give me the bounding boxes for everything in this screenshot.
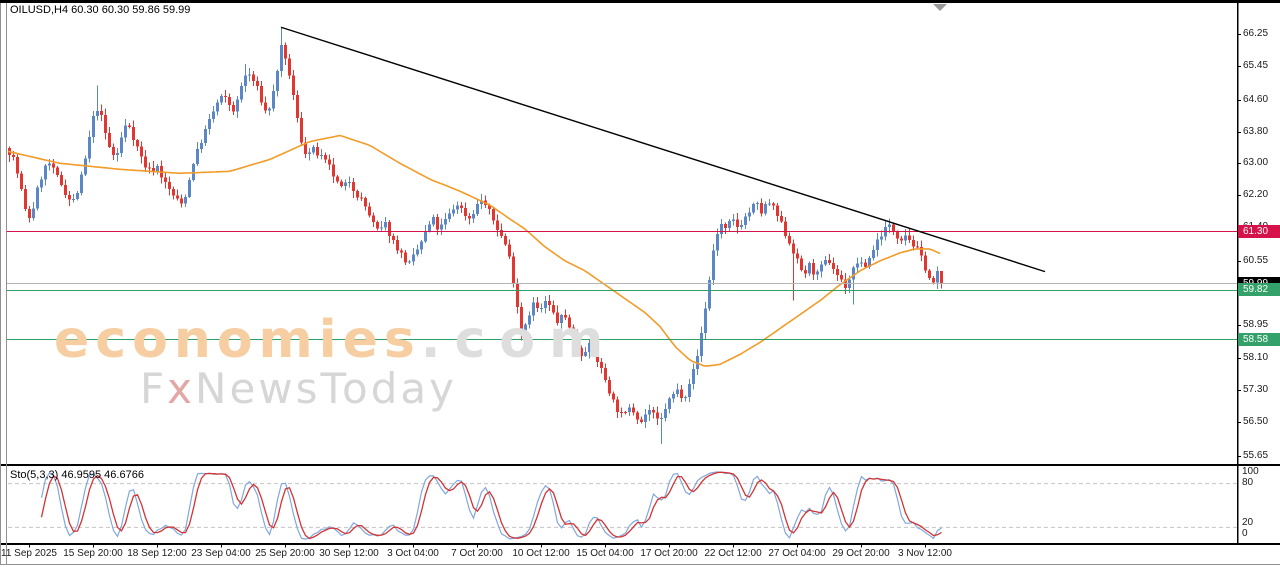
stochastic-panel [8, 471, 1237, 540]
price-tick: 62.20 [1243, 189, 1269, 201]
scroll-shift-marker-icon [933, 4, 947, 11]
chart-symbol-title: OILUSD,H4 60.30 60.30 59.86 59.99 [10, 4, 191, 16]
date-tick: 3 Nov 12:00 [898, 548, 952, 559]
price-tick: 56.50 [1243, 416, 1269, 428]
support-price-badge-lower: 58.58 [1238, 332, 1280, 346]
date-tick: 11 Sep 2025 [1, 548, 57, 559]
date-tick: 15 Sep 20:00 [63, 548, 123, 559]
stoch-level-label: 20 [1242, 517, 1254, 528]
candles-group [8, 27, 943, 444]
date-tick: 27 Oct 04:00 [768, 548, 826, 559]
price-tick: 58.10 [1243, 352, 1269, 364]
stoch-signal-line [40, 471, 942, 540]
date-tick: 15 Oct 04:00 [576, 548, 634, 559]
price-tick: 64.60 [1243, 93, 1269, 105]
date-tick: 3 Oct 04:00 [387, 548, 439, 559]
date-tick: 22 Oct 12:00 [704, 548, 762, 559]
stoch-level-label: 80 [1242, 477, 1254, 488]
resistance-price-badge: 61.30 [1238, 224, 1280, 238]
date-tick: 25 Sep 20:00 [255, 548, 315, 559]
price-tick: 58.95 [1243, 318, 1269, 330]
date-tick: 10 Oct 12:00 [512, 548, 570, 559]
stoch-level-label: 0 [1242, 528, 1248, 539]
date-tick: 17 Oct 20:00 [640, 548, 698, 559]
moving-average-line [8, 134, 941, 367]
price-tick: 65.45 [1243, 59, 1269, 71]
price-tick: 63.80 [1243, 125, 1269, 137]
stoch-level-label: 100 [1242, 466, 1259, 477]
date-tick: 7 Oct 20:00 [451, 548, 503, 559]
price-tick: 63.00 [1243, 157, 1269, 169]
descending-trendline [280, 26, 1046, 273]
date-tick: 29 Oct 20:00 [832, 548, 890, 559]
price-tick: 55.65 [1243, 449, 1269, 461]
date-tick: 23 Sep 04:00 [191, 548, 251, 559]
date-tick: 30 Sep 12:00 [319, 548, 379, 559]
date-tick: 18 Sep 12:00 [127, 548, 187, 559]
stochastic-indicator-label: Sto(5,3,3) 46.9595 46.6766 [10, 469, 144, 481]
price-tick: 60.55 [1243, 254, 1269, 266]
support-price-badge-upper: 59.82 [1238, 283, 1280, 297]
price-tick: 57.30 [1243, 384, 1269, 396]
stoch-main-line [40, 471, 942, 540]
price-tick: 66.25 [1243, 28, 1269, 39]
